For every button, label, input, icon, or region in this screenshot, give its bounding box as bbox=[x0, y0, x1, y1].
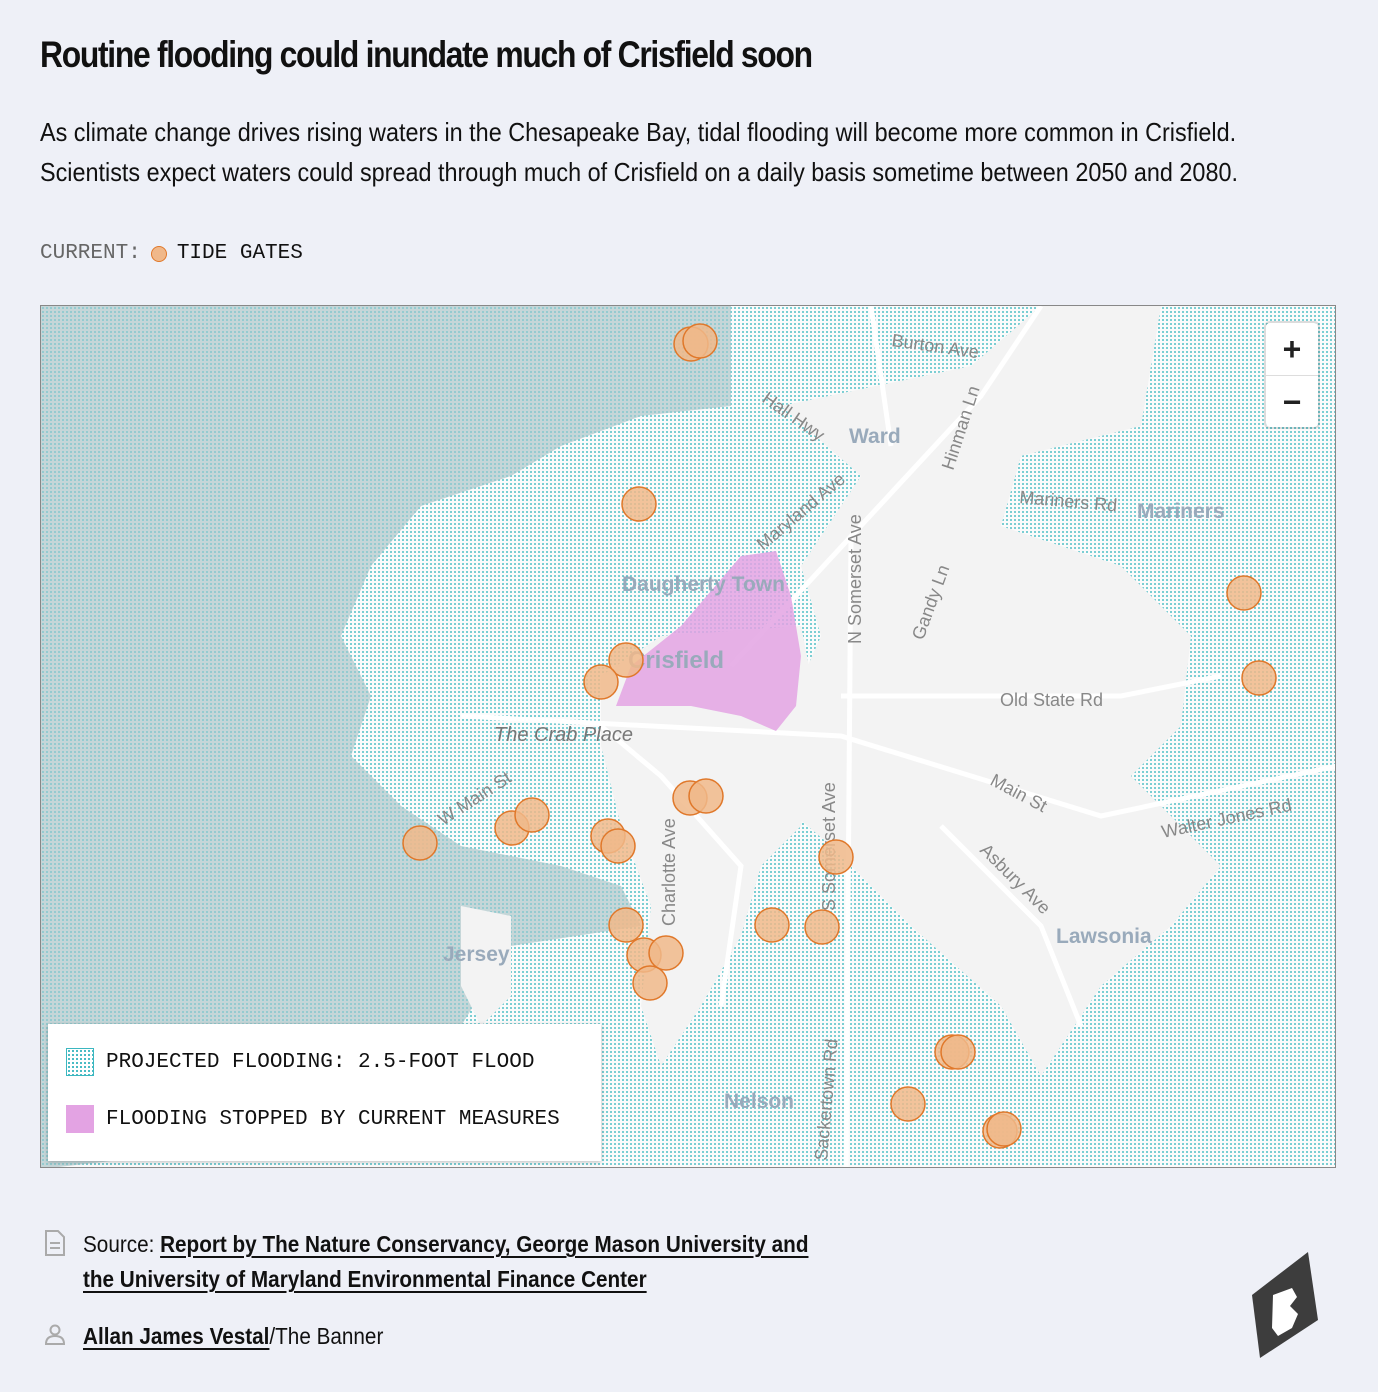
road-label: N Somerset Ave bbox=[845, 514, 865, 644]
tide-gate-marker[interactable] bbox=[608, 642, 644, 678]
tide-gate-marker[interactable] bbox=[688, 778, 724, 814]
current-legend: CURRENT: TIDE GATES bbox=[40, 242, 303, 265]
legend-label: FLOODING STOPPED BY CURRENT MEASURES bbox=[106, 1107, 560, 1131]
page-title: Routine flooding could inundate much of … bbox=[40, 34, 813, 75]
source-line: Source: Report by The Nature Conservancy… bbox=[83, 1227, 808, 1297]
banner-logo bbox=[1252, 1252, 1318, 1358]
tide-gate-marker[interactable] bbox=[986, 1111, 1022, 1147]
tide-gate-marker[interactable] bbox=[1241, 660, 1277, 696]
map[interactable]: Burton Ave Hall Hwy Hinman Ln Maryland A… bbox=[40, 305, 1336, 1168]
place-label: Daugherty Town bbox=[622, 573, 785, 596]
place-label: Ward bbox=[849, 425, 901, 448]
tide-gate-marker[interactable] bbox=[1226, 575, 1262, 611]
place-label: Nelson bbox=[724, 1090, 794, 1113]
source-link[interactable]: Report by The Nature Conservancy, George… bbox=[160, 1231, 809, 1257]
tide-gate-marker[interactable] bbox=[648, 935, 684, 971]
tide-gate-marker[interactable] bbox=[600, 828, 636, 864]
zoom-out-button[interactable]: − bbox=[1282, 383, 1302, 420]
tide-gate-marker[interactable] bbox=[632, 965, 668, 1001]
legend-item-stopped: FLOODING STOPPED BY CURRENT MEASURES bbox=[66, 1105, 560, 1133]
place-label: Mariners bbox=[1137, 500, 1225, 523]
map-canvas[interactable]: Burton Ave Hall Hwy Hinman Ln Maryland A… bbox=[41, 306, 1336, 1168]
road-label: Charlotte Ave bbox=[659, 818, 679, 926]
tide-gate-marker[interactable] bbox=[608, 907, 644, 943]
tide-gate-marker[interactable] bbox=[804, 909, 840, 945]
poi-label: The Crab Place bbox=[494, 724, 633, 746]
subtitle-line: As climate change drives rising waters i… bbox=[40, 117, 1237, 147]
tide-gate-marker[interactable] bbox=[621, 486, 657, 522]
map-legend: PROJECTED FLOODING: 2.5-FOOT FLOOD FLOOD… bbox=[48, 1024, 601, 1161]
place-label: Crisfield bbox=[628, 647, 724, 674]
current-label: CURRENT: bbox=[40, 242, 141, 265]
tide-gate-marker[interactable] bbox=[682, 323, 718, 359]
tide-gate-marker[interactable] bbox=[514, 797, 550, 833]
tide-gates-label: TIDE GATES bbox=[176, 242, 303, 265]
source-link[interactable]: the University of Maryland Environmental… bbox=[83, 1266, 647, 1292]
tide-gates bbox=[402, 323, 1277, 1149]
tide-gate-marker[interactable] bbox=[583, 664, 619, 700]
subtitle-line: Scientists expect waters could spread th… bbox=[40, 157, 1238, 187]
outlet-name: /The Banner bbox=[269, 1323, 384, 1349]
person-icon bbox=[44, 1324, 66, 1345]
place-label: Jersey bbox=[443, 943, 510, 966]
legend-label: PROJECTED FLOODING: 2.5-FOOT FLOOD bbox=[106, 1050, 535, 1074]
pink-swatch bbox=[66, 1105, 94, 1133]
place-label: Lawsonia bbox=[1056, 925, 1152, 948]
tide-gate-marker[interactable] bbox=[754, 907, 790, 943]
zoom-control: + − bbox=[1266, 323, 1318, 427]
byline: Allan James Vestal/The Banner bbox=[83, 1319, 383, 1354]
tide-gate-icon bbox=[150, 245, 167, 262]
dot-pattern-swatch bbox=[66, 1048, 94, 1076]
author-link[interactable]: Allan James Vestal bbox=[83, 1323, 270, 1349]
road-label: Old State Rd bbox=[1000, 690, 1103, 710]
dry-land bbox=[461, 906, 511, 1026]
flooding-stopped-area bbox=[616, 551, 801, 731]
tide-gate-marker[interactable] bbox=[890, 1086, 926, 1122]
subtitle: As climate change drives rising waters i… bbox=[40, 112, 1238, 192]
dry-land bbox=[761, 306, 1221, 1076]
tide-gate-marker[interactable] bbox=[940, 1034, 976, 1070]
zoom-in-button[interactable]: + bbox=[1266, 323, 1318, 376]
legend-item-flooding: PROJECTED FLOODING: 2.5-FOOT FLOOD bbox=[66, 1048, 534, 1076]
source-label: Source: bbox=[83, 1231, 161, 1257]
tide-gate-marker[interactable] bbox=[402, 825, 438, 861]
document-icon bbox=[45, 1230, 65, 1256]
tide-gate-marker[interactable] bbox=[818, 839, 854, 875]
